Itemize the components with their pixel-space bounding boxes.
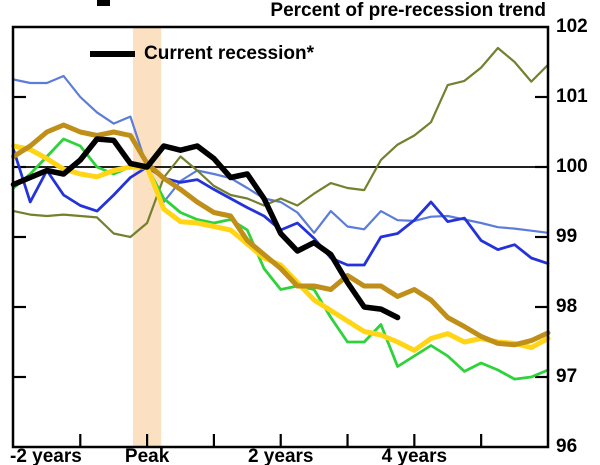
y-axis-label-97: 97 xyxy=(556,366,578,387)
x-axis-label--2-years: -2 years xyxy=(10,446,82,465)
y-axis-label-101: 101 xyxy=(556,86,588,107)
series-line-past-recession-olive- xyxy=(12,46,550,239)
peak-band xyxy=(133,27,162,447)
legend-label: Current recession* xyxy=(144,43,315,64)
y-axis-label-99: 99 xyxy=(556,226,578,247)
y-axis-label-100: 100 xyxy=(556,156,588,177)
chart-title: Percent of pre-recession trend xyxy=(270,0,546,21)
series-line-current-recession- xyxy=(10,136,401,321)
legend: Current recession* xyxy=(90,43,314,64)
series-line-past-recession-yellow- xyxy=(11,143,551,353)
series-line-past-recession-green- xyxy=(12,137,550,381)
x-axis-label-2-years: 2 years xyxy=(247,446,314,465)
plot-border xyxy=(11,25,550,449)
y-axis-label-96: 96 xyxy=(556,436,578,457)
y-axis-label-102: 102 xyxy=(556,16,588,37)
y-axis-label-98: 98 xyxy=(556,296,578,317)
legend-line-swatch xyxy=(90,50,135,57)
series-line-past-recession-gold- xyxy=(11,122,551,348)
cropped-label-artifact xyxy=(97,0,110,6)
x-axis-label-peak: Peak xyxy=(124,446,170,465)
x-axis-label-4-years: 4 years xyxy=(381,446,448,465)
